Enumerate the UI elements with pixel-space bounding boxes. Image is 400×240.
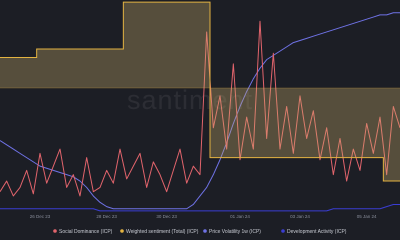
x-tick-label: 30 Dec 23 <box>156 214 177 219</box>
legend-dot <box>120 229 124 233</box>
legend-label: Weighted sentiment (Total) (ICP) <box>126 229 199 235</box>
x-tick-label: 05 Jan 24 <box>357 214 377 219</box>
legend-label: Price Volatility 1w (ICP) <box>209 229 261 235</box>
legend-dot <box>53 229 57 233</box>
sentiment-line <box>0 1 400 182</box>
series-line <box>0 20 400 197</box>
x-tick-label: 03 Jan 24 <box>290 214 310 219</box>
x-tick-label: 01 Jan 24 <box>230 214 250 219</box>
legend-dot <box>281 229 285 233</box>
x-tick-label: 26 Dec 23 <box>30 214 51 219</box>
legend-label: Social Dominance (ICP) <box>59 229 113 235</box>
series-line <box>0 12 400 210</box>
legend-dot <box>203 229 207 233</box>
legend-label: Development Activity (ICP) <box>287 229 347 235</box>
series-line <box>0 203 400 212</box>
x-tick-label: 28 Dec 23 <box>96 214 117 219</box>
sentiment-area <box>0 2 400 182</box>
